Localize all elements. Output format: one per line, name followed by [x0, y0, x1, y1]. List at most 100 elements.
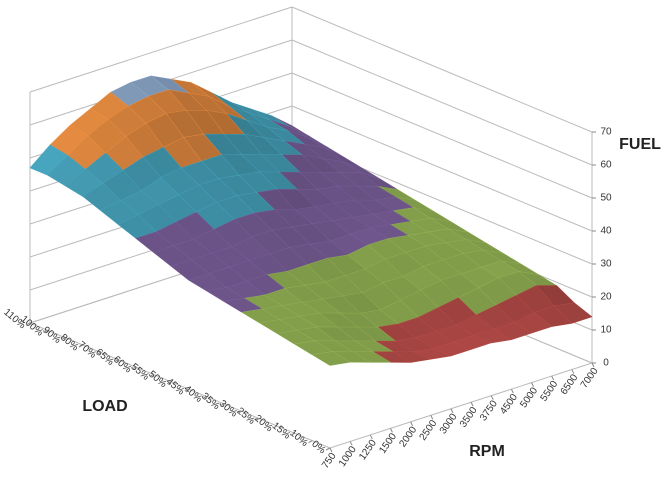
tick-mark	[390, 428, 393, 433]
surface-shade	[440, 274, 479, 298]
surface-shade	[244, 134, 282, 155]
tick-mark	[166, 381, 172, 385]
z-tick-label: 3500	[458, 405, 480, 430]
surface-shade	[397, 317, 436, 338]
z-tick-label: 6500	[559, 372, 581, 397]
surface-shade	[259, 172, 298, 190]
grid-line	[291, 72, 593, 199]
surface-shade	[307, 137, 345, 158]
surface-shade	[286, 130, 325, 148]
surface-shade	[256, 189, 295, 210]
tick-mark	[591, 362, 595, 368]
surface-shade	[322, 158, 361, 173]
surface-shade	[418, 307, 456, 332]
surface-shade	[496, 295, 535, 323]
surface-shade	[128, 96, 167, 124]
surface-shade	[357, 186, 396, 201]
surface-shade	[476, 305, 514, 330]
surface-shade	[234, 213, 272, 237]
surface-shade	[339, 172, 378, 187]
surface-shade	[198, 178, 237, 203]
surface-shade	[312, 220, 351, 242]
tick-mark	[325, 447, 331, 451]
surface-shade	[360, 310, 398, 328]
surface-shade	[332, 351, 371, 363]
surface-shade	[281, 154, 320, 173]
tick-mark	[410, 421, 414, 427]
surface-shade	[392, 207, 431, 222]
tick-mark	[96, 351, 101, 355]
surface-shade	[367, 238, 406, 260]
surface-shade	[465, 239, 504, 254]
surface-shade	[161, 167, 199, 195]
surface-shade	[125, 123, 164, 158]
surface-shade	[413, 348, 451, 360]
surface-shade	[103, 170, 141, 201]
surface-shade	[408, 232, 446, 247]
surface-shade	[375, 197, 414, 211]
z-tick-label: 1250	[357, 437, 379, 462]
surface-shade	[216, 195, 255, 220]
y-tick-label: 70	[600, 127, 612, 138]
surface-shade	[279, 316, 318, 331]
surface-shade	[120, 190, 159, 215]
surface-shade	[302, 155, 340, 173]
tick-mark	[114, 359, 119, 363]
surface-shade	[443, 253, 482, 275]
surface-shade	[387, 235, 426, 253]
surface-shade	[244, 295, 283, 309]
surface-shade	[372, 210, 411, 225]
surface-shade	[246, 274, 285, 296]
surface-shade	[377, 324, 416, 342]
surface-shade	[516, 285, 555, 313]
tick-mark	[450, 408, 454, 413]
surface-shade	[219, 175, 257, 196]
surface-shade	[392, 351, 431, 363]
tick-mark	[369, 434, 373, 440]
tick-mark	[551, 375, 555, 381]
tick-mark	[219, 403, 225, 407]
surface-shade	[438, 297, 477, 325]
surface-shade	[360, 172, 398, 190]
tick-mark	[308, 440, 313, 444]
surface-shade	[319, 172, 358, 187]
surface-shade	[355, 200, 393, 215]
y-tick-label: 30	[600, 259, 612, 270]
surface-shade	[108, 106, 146, 137]
surface-shade	[208, 96, 247, 121]
z-axis-title: RPM	[469, 443, 505, 460]
grid-line	[291, 6, 593, 133]
surface-shade	[312, 351, 351, 366]
tick-mark	[490, 395, 494, 400]
z-tick-label: 750	[320, 451, 339, 471]
surface-shade	[297, 327, 336, 342]
surface-shade	[329, 234, 368, 256]
surface-shade	[231, 236, 270, 261]
surface-shade	[282, 302, 320, 317]
tick-mark	[149, 374, 154, 377]
surface-shade	[350, 228, 388, 246]
surface-shade	[337, 327, 376, 342]
y-tick-label: 40	[600, 226, 612, 237]
surface-shade	[380, 300, 419, 325]
surface-shade	[463, 250, 502, 268]
surface-shade	[319, 313, 358, 328]
surface-shade	[340, 313, 378, 328]
surface-shade	[158, 194, 197, 223]
surface-shade	[181, 161, 220, 186]
surface-shade	[156, 222, 194, 246]
surface-shade	[50, 125, 88, 156]
y-axis-title: FUEL	[619, 136, 661, 153]
surface-shade	[276, 189, 315, 210]
surface-shade	[251, 109, 290, 127]
surface-shade	[208, 267, 247, 288]
surface-shade	[554, 302, 592, 324]
tick-mark	[43, 329, 48, 333]
surface-shade	[269, 247, 308, 272]
floor-edge	[329, 362, 593, 449]
surface-shade	[143, 147, 182, 178]
y-tick-label: 50	[600, 193, 612, 204]
surface-shade	[191, 253, 230, 274]
surface-shade	[178, 185, 217, 213]
surface-shade	[337, 186, 376, 201]
